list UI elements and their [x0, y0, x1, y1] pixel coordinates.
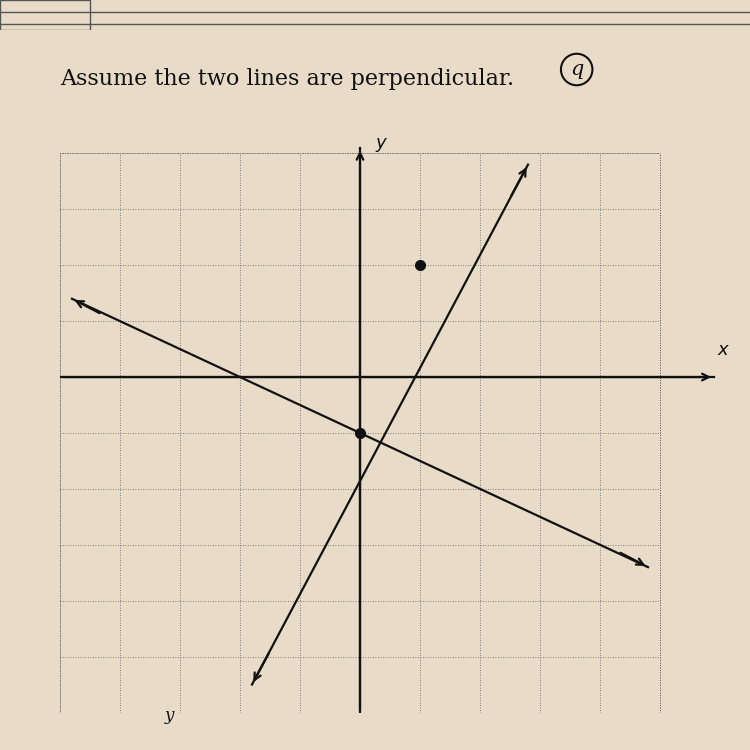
Text: y: y [165, 707, 174, 724]
Text: q: q [570, 60, 584, 79]
Bar [0, 0, 90, 30]
Text: Assume the two lines are perpendicular.: Assume the two lines are perpendicular. [60, 68, 514, 89]
Text: y: y [375, 134, 386, 152]
Text: x: x [717, 340, 728, 358]
